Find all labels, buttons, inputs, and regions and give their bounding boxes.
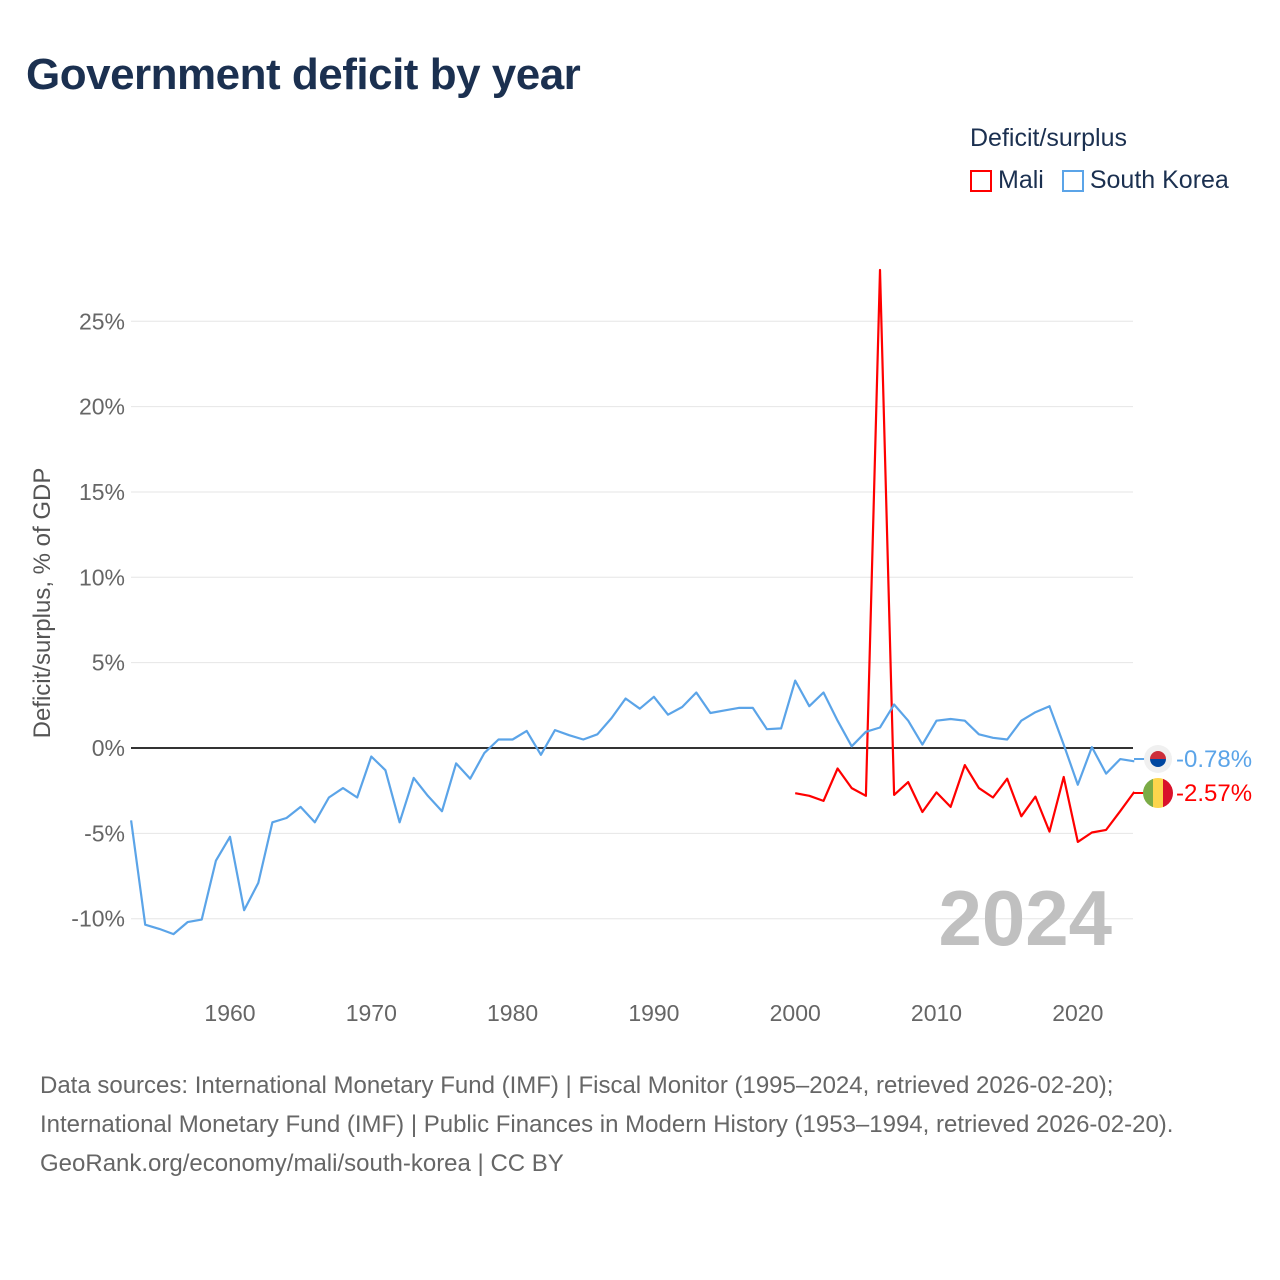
y-tick-label: -5% <box>84 820 125 846</box>
legend-swatch-south-korea <box>1061 169 1084 192</box>
end-value-mali: -2.57% <box>1176 780 1252 807</box>
legend-label-south-korea: South Korea <box>1089 166 1229 194</box>
series-line-mali <box>795 268 1136 844</box>
y-axis-label: Deficit/surplus, % of GDP <box>29 468 56 739</box>
y-tick-label: 20% <box>79 394 125 420</box>
x-tick-label: 1980 <box>487 1000 538 1026</box>
series-line-south-korea <box>130 679 1135 936</box>
y-tick-label: 5% <box>92 650 125 676</box>
end-label-south-korea: -0.78% <box>1134 745 1252 773</box>
x-tick-label: 1990 <box>628 1000 679 1026</box>
x-tick-label: 1960 <box>204 1000 255 1026</box>
legend-item-mali[interactable]: Mali <box>970 166 1044 195</box>
x-tick-label: 1970 <box>346 1000 397 1026</box>
data-sources: Data sources: International Monetary Fun… <box>40 1072 1174 1138</box>
y-tick-label: -10% <box>71 906 125 932</box>
y-tick-label: 25% <box>79 308 125 334</box>
year-watermark: 2024 <box>938 874 1112 962</box>
footer: Data sources: International Monetary Fun… <box>40 1066 1240 1183</box>
y-tick-label: 0% <box>92 735 125 761</box>
legend-swatch-mali <box>970 169 992 192</box>
legend-item-south-korea[interactable]: South Korea <box>1061 166 1229 195</box>
x-tick-label: 2000 <box>770 1000 821 1026</box>
x-tick-label: 2010 <box>911 1000 962 1026</box>
chart-area: -10% -5% 0% 5% 10% 15% 20% 25% 1960 1970 1980 1990 2… <box>29 268 1252 1026</box>
x-tick-label: 2020 <box>1052 1000 1103 1026</box>
mali-flag-icon <box>1143 778 1173 808</box>
y-tick-label: 10% <box>79 564 125 590</box>
chart-title: Government deficit by year <box>26 50 581 99</box>
y-tick-label: 15% <box>79 479 125 505</box>
legend: Mali South Korea <box>970 166 1229 195</box>
credit-link[interactable]: GeoRank.org/economy/mali/south-korea | C… <box>40 1150 564 1177</box>
legend-title: Deficit/surplus <box>970 124 1127 152</box>
end-value-south-korea: -0.78% <box>1176 746 1252 773</box>
end-label-mali: -2.57% <box>1134 778 1252 808</box>
legend-label-mali: Mali <box>998 166 1044 194</box>
